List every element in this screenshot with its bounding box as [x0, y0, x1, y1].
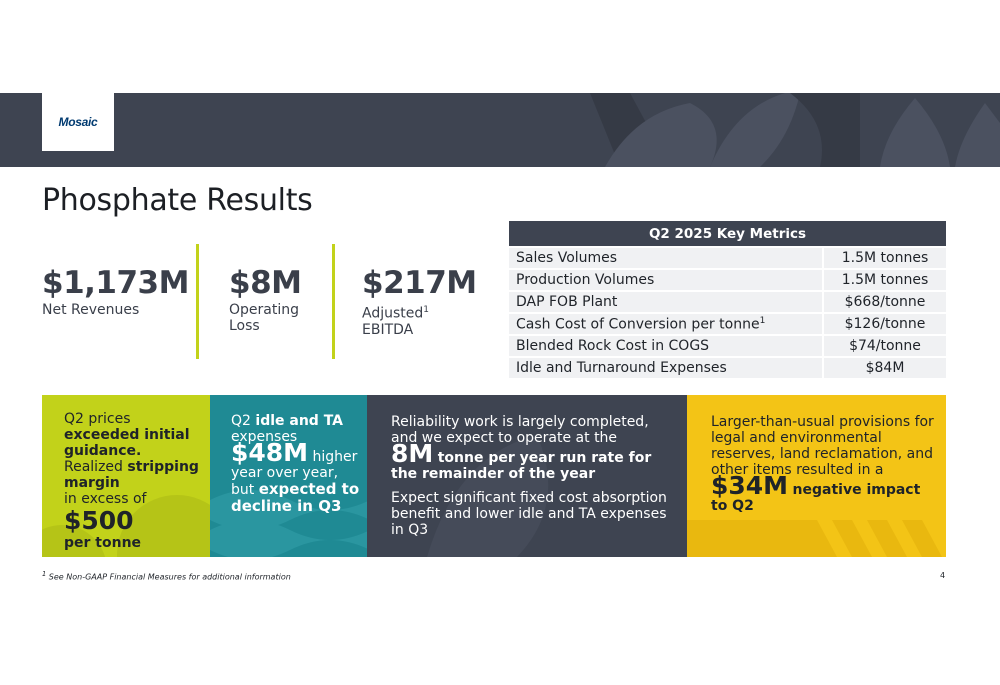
- kpi-divider: [332, 244, 335, 359]
- table-row: Production Volumes 1.5M tonnes: [509, 270, 946, 290]
- key-metrics-table: Q2 2025 Key Metrics Sales Volumes 1.5M to…: [509, 219, 946, 380]
- kpi-net-revenues: $1,173M Net Revenues: [42, 266, 189, 318]
- panel-reliability: Reliability work is largely completed, a…: [367, 395, 687, 557]
- highlight-value: 8M: [391, 439, 434, 468]
- footnote: 1 See Non-GAAP Financial Measures for ad…: [42, 570, 291, 582]
- table-row: DAP FOB Plant $668/tonne: [509, 292, 946, 312]
- page-title: Phosphate Results: [42, 183, 313, 218]
- kpi-value: $1,173M: [42, 265, 189, 301]
- drop-pattern: [427, 435, 549, 557]
- decorative-shapes: [590, 93, 1000, 167]
- kpi-value: $217M: [362, 265, 477, 301]
- panel-provisions: Larger-than-usual provisions for legal a…: [687, 395, 946, 557]
- highlight-value: $500: [64, 506, 134, 535]
- logo[interactable]: Mosaic: [42, 93, 114, 151]
- kpi-operating-loss: $8M Operating Loss: [229, 266, 302, 334]
- wave-pattern: [210, 490, 367, 557]
- table-row: Idle and Turnaround Expenses $84M: [509, 358, 946, 378]
- table-row: Cash Cost of Conversion per tonne1 $126/t…: [509, 314, 946, 334]
- header-banner: [0, 93, 1000, 167]
- stripe-pattern: [687, 520, 942, 557]
- kpi-label: Net Revenues: [42, 302, 140, 318]
- panel-idle-ta: Q2 idle and TA expenses $48M higher year…: [210, 395, 367, 557]
- logo-wordmark: Mosaic: [58, 115, 98, 129]
- kpi-label: Adjusted1 EBITDA: [362, 305, 429, 338]
- key-metrics-title: Q2 2025 Key Metrics: [509, 221, 946, 246]
- kpi-label: Operating Loss: [229, 302, 299, 334]
- panel-prices: Q2 prices exceeded initial guidance. Rea…: [42, 395, 210, 557]
- kpi-divider: [196, 244, 199, 359]
- table-row: Blended Rock Cost in COGS $74/tonne: [509, 336, 946, 356]
- highlight-value: $34M: [711, 471, 789, 500]
- table-row: Sales Volumes 1.5M tonnes: [509, 248, 946, 268]
- leaf-pattern: [42, 495, 210, 557]
- kpi-adjusted-ebitda: $217M Adjusted1 EBITDA: [362, 266, 477, 338]
- page-number: 4: [940, 571, 946, 580]
- highlight-value: $48M: [231, 438, 309, 467]
- kpi-value: $8M: [229, 265, 302, 301]
